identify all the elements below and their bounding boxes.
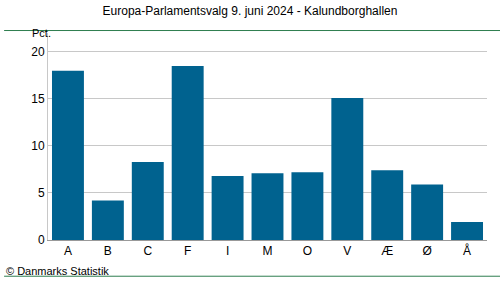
svg-text:Æ: Æ [381,244,393,258]
svg-text:0: 0 [38,233,45,247]
svg-text:M: M [263,244,273,258]
svg-text:Pct.: Pct. [32,27,51,39]
svg-text:5: 5 [38,186,45,200]
svg-text:O: O [303,244,312,258]
svg-text:20: 20 [31,45,45,59]
svg-text:F: F [184,244,191,258]
svg-text:I: I [226,244,229,258]
svg-text:V: V [343,244,351,258]
svg-text:10: 10 [31,139,45,153]
svg-text:B: B [104,244,112,258]
svg-text:© Danmarks Statistik: © Danmarks Statistik [6,265,109,277]
svg-text:C: C [143,244,152,258]
svg-text:Å: Å [463,243,471,258]
svg-text:Ø: Ø [422,244,431,258]
svg-text:15: 15 [31,92,45,106]
svg-text:Europa-Parlamentsvalg 9. juni: Europa-Parlamentsvalg 9. juni 2024 - Kal… [103,4,398,18]
svg-text:A: A [64,244,72,258]
